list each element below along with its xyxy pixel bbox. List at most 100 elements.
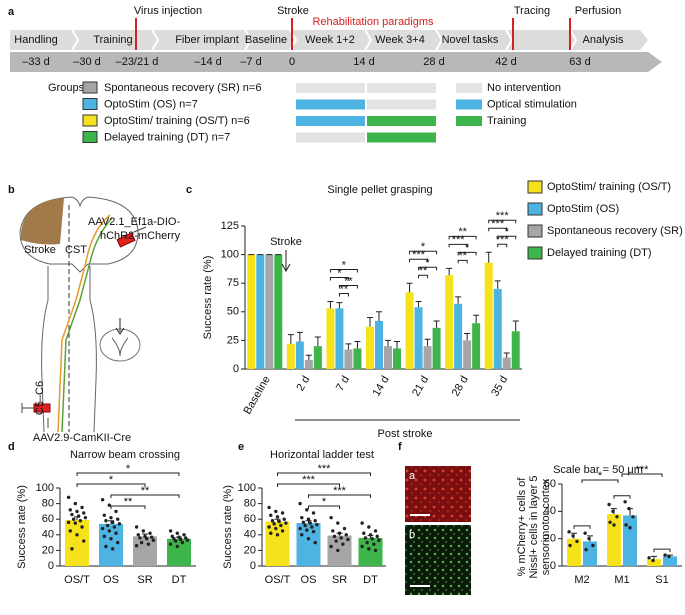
bar <box>511 331 520 369</box>
condition-label: Training <box>487 115 526 127</box>
data-point <box>571 534 575 538</box>
data-point <box>107 529 112 533</box>
stroke-label: Stroke <box>24 244 56 256</box>
bar <box>432 327 441 369</box>
significance-bracket <box>409 258 429 263</box>
phase-label: Baseline <box>245 34 287 46</box>
data-point <box>365 540 369 545</box>
data-point <box>100 526 105 531</box>
significance-label: ** <box>458 250 467 262</box>
y-tick-label: 75 <box>227 277 239 289</box>
significance-label: * <box>505 226 510 238</box>
data-point <box>138 536 142 540</box>
data-point <box>315 522 319 527</box>
data-point <box>368 533 373 537</box>
schedule-bar <box>367 132 436 143</box>
data-point <box>107 503 112 507</box>
chart-title: Single pellet grasping <box>327 184 432 196</box>
error-bar <box>385 339 391 347</box>
data-point <box>73 521 78 525</box>
bar <box>358 537 383 566</box>
data-point <box>102 513 106 517</box>
y-axis-label: Success rate (%) <box>16 485 28 569</box>
data-point <box>311 529 316 534</box>
data-point <box>329 544 333 549</box>
group-label: Delayed training (DT) n=7 <box>104 131 230 143</box>
y-tick-label: 80 <box>244 498 256 510</box>
data-point <box>114 531 118 535</box>
y-tick-label: 0 <box>233 363 239 375</box>
data-point <box>334 539 338 543</box>
data-point <box>185 538 190 542</box>
panel-label: f <box>398 441 402 453</box>
error-bar <box>336 302 343 309</box>
legend-label: Delayed training (DT) <box>547 247 652 259</box>
significance-bracket <box>308 505 340 509</box>
error-bar <box>433 320 440 328</box>
data-point <box>298 526 302 531</box>
data-point <box>627 506 631 511</box>
data-point <box>110 520 115 525</box>
schedule-bar <box>296 116 365 126</box>
data-point <box>332 534 337 539</box>
significance-label: *** <box>496 210 510 222</box>
bar <box>502 357 511 369</box>
data-point <box>301 520 306 525</box>
significance-bracket <box>338 285 358 289</box>
data-point <box>667 554 671 559</box>
data-point <box>611 509 615 514</box>
significance-bracket <box>457 259 468 264</box>
y-tick-label: 20 <box>42 544 54 556</box>
error-bar <box>464 333 471 341</box>
x-tick-label: DT <box>363 574 378 586</box>
error-bar <box>394 341 400 349</box>
phase-label: Handling <box>14 34 57 46</box>
significance-label: *** <box>412 249 426 261</box>
significance-bracket <box>621 473 663 477</box>
data-point <box>339 536 343 540</box>
bar <box>265 521 290 566</box>
legend-swatch <box>527 180 543 194</box>
virus-label: hChR2-mCherry <box>100 230 181 242</box>
data-point <box>377 538 381 542</box>
data-point <box>360 521 364 525</box>
data-point <box>116 517 120 521</box>
data-point <box>647 556 651 560</box>
data-point <box>70 512 74 517</box>
data-point <box>275 515 280 519</box>
data-point <box>269 513 273 517</box>
x-tick-label: Baseline <box>241 374 272 417</box>
data-point <box>337 531 342 535</box>
significance-bracket <box>308 494 371 498</box>
data-point <box>148 531 152 535</box>
bar <box>607 514 621 566</box>
day-label: 14 d <box>353 56 374 68</box>
data-point <box>105 523 110 528</box>
data-point <box>66 520 71 525</box>
significance-label: ** <box>419 265 428 277</box>
y-axis-label: Success rate (%) <box>222 485 234 569</box>
error-bar <box>494 280 501 289</box>
groups-title: Groups <box>48 82 85 94</box>
data-point <box>80 525 84 529</box>
day-label: –7 d <box>240 56 261 68</box>
group-swatch <box>82 81 98 94</box>
data-point <box>68 508 72 512</box>
data-point <box>372 542 376 546</box>
data-point <box>360 544 364 549</box>
tract-label: CST <box>65 244 87 256</box>
significance-label: * <box>126 463 131 475</box>
data-point <box>76 514 81 518</box>
significance-bracket <box>329 269 358 273</box>
data-point <box>313 519 317 523</box>
timeline-arrow <box>10 52 662 72</box>
day-label: –14 d <box>194 56 222 68</box>
data-point <box>336 521 340 525</box>
bar <box>313 346 322 369</box>
significance-bracket <box>448 235 477 240</box>
data-point <box>141 529 146 533</box>
x-tick-label: 35 d <box>489 374 510 399</box>
panel-label: d <box>8 441 15 453</box>
data-point <box>104 519 108 523</box>
data-point <box>308 521 312 525</box>
